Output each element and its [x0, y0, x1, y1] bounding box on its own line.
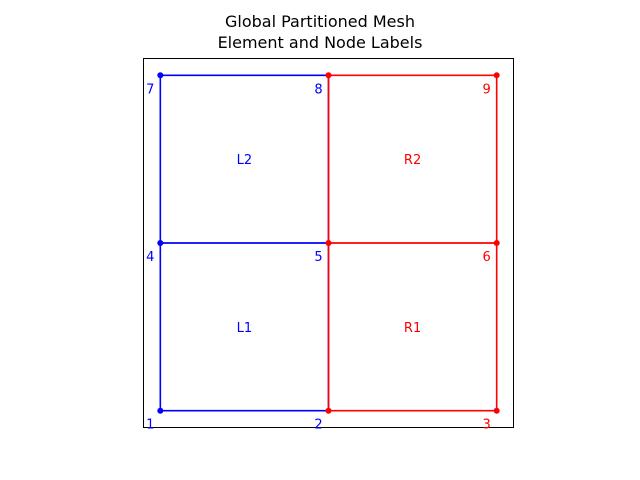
node-6-label: 6 [483, 250, 491, 265]
node-2-label: 2 [314, 418, 322, 433]
node-1-marker [157, 407, 164, 414]
mesh-nodes [157, 72, 500, 414]
figure-title-line-1: Global Partitioned Mesh [224, 12, 415, 31]
node-4-label: 4 [146, 250, 154, 265]
node-3-label: 3 [483, 418, 491, 433]
node-7-marker [157, 72, 164, 79]
node-6-marker [493, 240, 500, 246]
axes-frame [143, 58, 514, 428]
node-5-label: 5 [314, 250, 322, 265]
element-r2-label: R2 [404, 153, 421, 168]
figure-title-line-2: Element and Node Labels [217, 33, 423, 52]
node-8-label: 8 [314, 82, 322, 97]
node-8-marker [325, 72, 332, 79]
element-l2-label: L2 [237, 153, 253, 168]
node-4-marker [157, 240, 164, 246]
element-labels: L1 L2 R1 R2 [237, 153, 422, 336]
node-9-marker [493, 72, 500, 79]
node-5-marker [325, 240, 332, 246]
node-labels: 1 2 3 4 5 6 7 8 9 [146, 82, 491, 432]
node-3-marker [493, 407, 500, 414]
node-7-label: 7 [146, 82, 154, 97]
node-1-label: 1 [146, 418, 154, 433]
element-r1-label: R1 [404, 321, 421, 336]
element-l1-label: L1 [237, 321, 253, 336]
node-2-marker [325, 407, 332, 414]
node-9-label: 9 [483, 82, 491, 97]
